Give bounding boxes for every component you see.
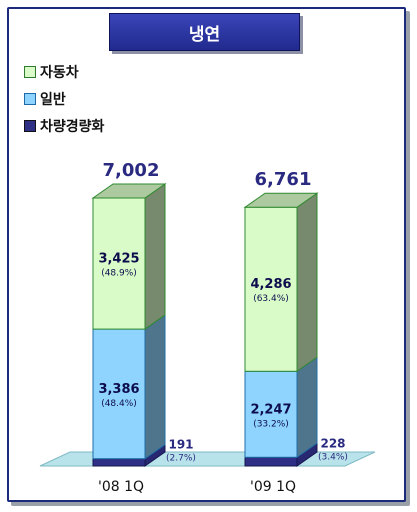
chart-title: 냉연 — [109, 13, 300, 51]
bar-side-1-series-1 — [296, 356, 318, 459]
category-label-1: '09 1Q — [250, 479, 296, 495]
legend-label-automotive: 자동차 — [40, 65, 79, 81]
bar-side-0-series-2 — [144, 183, 166, 331]
legend-swatch-lightweight — [24, 120, 36, 132]
share-label-0-2: (48.9%) — [101, 269, 137, 279]
value-label-0-1: 3,386 — [98, 382, 139, 397]
legend-swatch-general — [24, 93, 36, 105]
bar-0-series-2 — [92, 197, 146, 330]
legend-item-general: 일반 — [24, 89, 66, 109]
share-label-0-0: (2.7%) — [166, 454, 196, 464]
bar-1-series-0 — [244, 456, 298, 467]
chart-frame — [7, 7, 406, 502]
legend-item-lightweight: 차량경량화 — [24, 116, 104, 136]
bar-top-1 — [243, 192, 319, 208]
share-label-1-1: (33.2%) — [253, 419, 289, 429]
total-label-0: 7,002 — [103, 160, 160, 181]
value-label-0-2: 3,425 — [98, 252, 139, 267]
legend-label-lightweight: 차량경량화 — [40, 119, 105, 135]
value-label-0-0: 191 — [168, 438, 193, 452]
legend-item-automotive: 자동차 — [24, 62, 79, 82]
bar-top-0 — [91, 183, 167, 199]
bar-1-series-2 — [244, 206, 298, 372]
share-label-0-1: (48.4%) — [101, 399, 137, 409]
share-label-1-0: (3.4%) — [318, 452, 348, 462]
bar-side-0-series-1 — [144, 314, 166, 460]
share-label-1-2: (63.4%) — [253, 294, 289, 304]
bar-0-series-1 — [92, 328, 146, 460]
category-label-0: '08 1Q — [98, 479, 144, 495]
bar-1-series-1 — [244, 370, 298, 458]
value-label-1-0: 228 — [320, 436, 345, 450]
legend-label-general: 일반 — [40, 92, 66, 108]
value-label-1-2: 4,286 — [250, 277, 291, 292]
legend-swatch-automotive — [24, 66, 36, 78]
bar-side-1-series-2 — [296, 192, 318, 373]
value-label-1-1: 2,247 — [250, 402, 291, 417]
bar-0-series-0 — [92, 458, 146, 467]
total-label-1: 6,761 — [255, 169, 312, 190]
